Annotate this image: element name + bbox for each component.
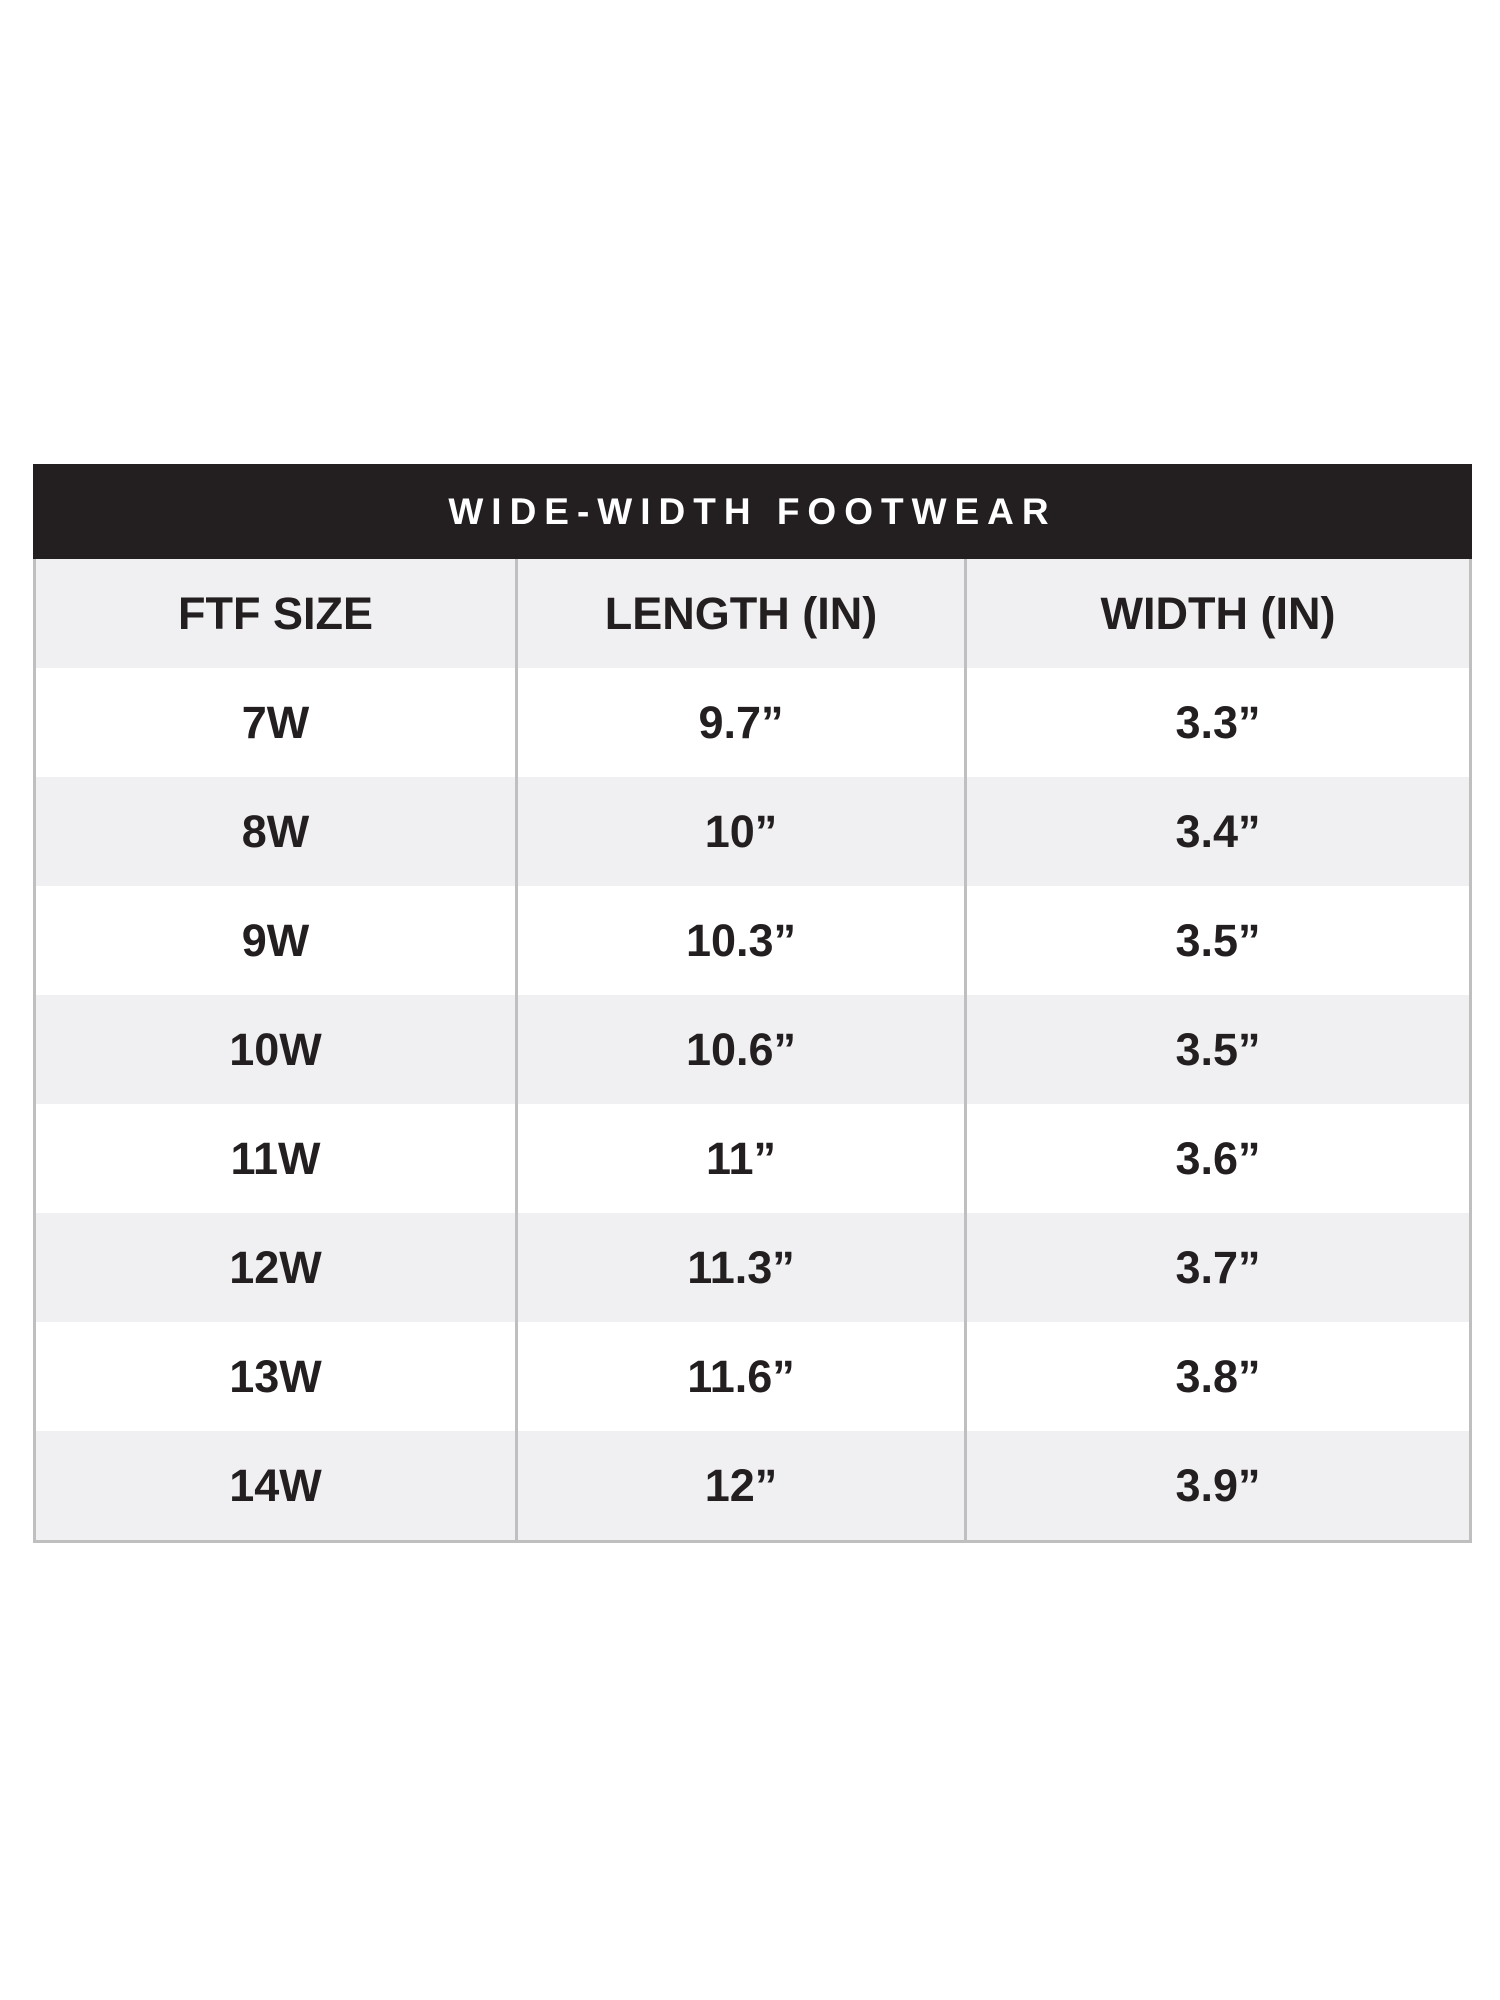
cell-length: 9.7” <box>518 668 967 777</box>
cell-width: 3.9” <box>1175 1459 1261 1511</box>
header-length: LENGTH (IN) <box>518 559 967 668</box>
cell-width: 3.3” <box>1175 696 1261 748</box>
cell-size: 12W <box>36 1213 518 1322</box>
cell-size: 8W <box>36 777 518 886</box>
cell-width: 3.8” <box>1175 1350 1261 1402</box>
table-row: 13W 11.6” 3.8” <box>36 1322 1469 1431</box>
cell-length: 10” <box>518 777 967 886</box>
cell-width: 3.6” <box>1175 1132 1261 1184</box>
cell-length: 10.6” <box>518 995 967 1104</box>
table-row: 11W 11” 3.6” <box>36 1104 1469 1213</box>
cell-size: 11W <box>36 1104 518 1213</box>
cell-width: 3.5” <box>1175 914 1261 966</box>
cell-length: 12” <box>518 1431 967 1540</box>
table-row: 14W 12” 3.9” <box>36 1431 1469 1540</box>
table-row: 9W 10.3” 3.5” <box>36 886 1469 995</box>
header-row: FTF SIZE LENGTH (IN) WIDTH (IN) <box>36 559 1469 668</box>
cell-width: 3.5” <box>1175 1023 1261 1075</box>
cell-size: 13W <box>36 1322 518 1431</box>
header-size: FTF SIZE <box>36 559 518 668</box>
cell-size: 14W <box>36 1431 518 1540</box>
cell-length: 10.3” <box>518 886 967 995</box>
table-row: 10W 10.6” 3.5” <box>36 995 1469 1104</box>
table-title: WIDE-WIDTH FOOTWEAR <box>33 464 1472 559</box>
size-chart-table: WIDE-WIDTH FOOTWEAR FTF SIZE LENGTH (IN)… <box>33 464 1472 1543</box>
cell-width: 3.4” <box>1175 805 1261 857</box>
cell-width: 3.7” <box>1175 1241 1261 1293</box>
cell-length: 11” <box>518 1104 967 1213</box>
table-row: 8W 10” 3.4” <box>36 777 1469 886</box>
table-row: 7W 9.7” 3.3” <box>36 668 1469 777</box>
cell-length: 11.3” <box>518 1213 967 1322</box>
header-width: WIDTH (IN) <box>1100 587 1336 639</box>
table-row: 12W 11.3” 3.7” <box>36 1213 1469 1322</box>
cell-size: 10W <box>36 995 518 1104</box>
cell-size: 9W <box>36 886 518 995</box>
cell-size: 7W <box>36 668 518 777</box>
cell-length: 11.6” <box>518 1322 967 1431</box>
